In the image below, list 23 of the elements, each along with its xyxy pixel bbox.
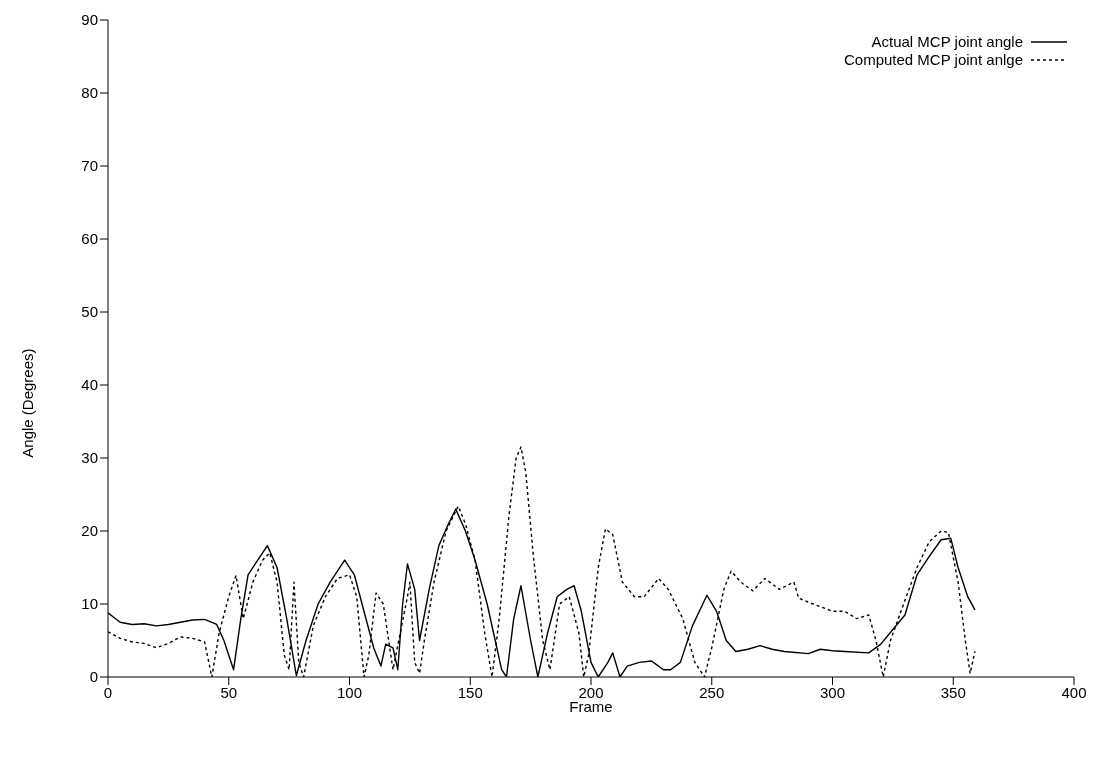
y-tick-label: 0 <box>89 668 98 686</box>
y-tick-label: 50 <box>81 303 98 321</box>
x-tick-label: 50 <box>220 683 238 701</box>
legend-label: Computed MCP joint anlge <box>844 51 1023 69</box>
y-tick-label: 40 <box>81 376 98 394</box>
x-tick-label: 0 <box>103 683 113 701</box>
y-tick-label: 90 <box>81 11 98 29</box>
x-axis-title: Frame <box>569 698 613 715</box>
y-tick-label: 30 <box>81 449 98 467</box>
y-tick-label: 70 <box>81 157 98 175</box>
x-tick-label: 300 <box>819 683 846 701</box>
x-tick-label: 350 <box>940 683 966 701</box>
y-axis-title: Angle (Degrees) <box>19 348 37 458</box>
y-tick-label: 60 <box>81 230 98 248</box>
legend-label: Actual MCP joint angle <box>871 33 1023 51</box>
y-tick-label: 20 <box>81 522 98 540</box>
x-tick-label: 250 <box>699 683 725 701</box>
x-tick-label: 150 <box>457 683 483 701</box>
x-tick-label: 100 <box>336 683 363 701</box>
y-tick-label: 80 <box>81 84 98 102</box>
y-tick-label: 10 <box>81 595 98 613</box>
x-tick-label: 400 <box>1061 683 1087 701</box>
x-tick-label: 200 <box>578 683 604 701</box>
